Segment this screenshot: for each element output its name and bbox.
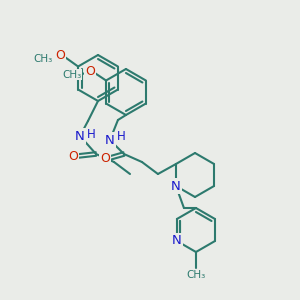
Text: CH₃: CH₃ (186, 270, 206, 280)
Text: O: O (100, 152, 110, 164)
Text: N: N (105, 134, 115, 146)
Text: O: O (68, 149, 78, 163)
Text: H: H (117, 130, 125, 143)
Text: N: N (171, 179, 181, 193)
Text: CH₃: CH₃ (34, 53, 53, 64)
Text: N: N (172, 235, 182, 248)
Text: CH₃: CH₃ (62, 70, 82, 80)
Text: O: O (55, 49, 65, 62)
Text: N: N (75, 130, 85, 142)
Text: O: O (85, 65, 95, 78)
Text: H: H (87, 128, 95, 140)
